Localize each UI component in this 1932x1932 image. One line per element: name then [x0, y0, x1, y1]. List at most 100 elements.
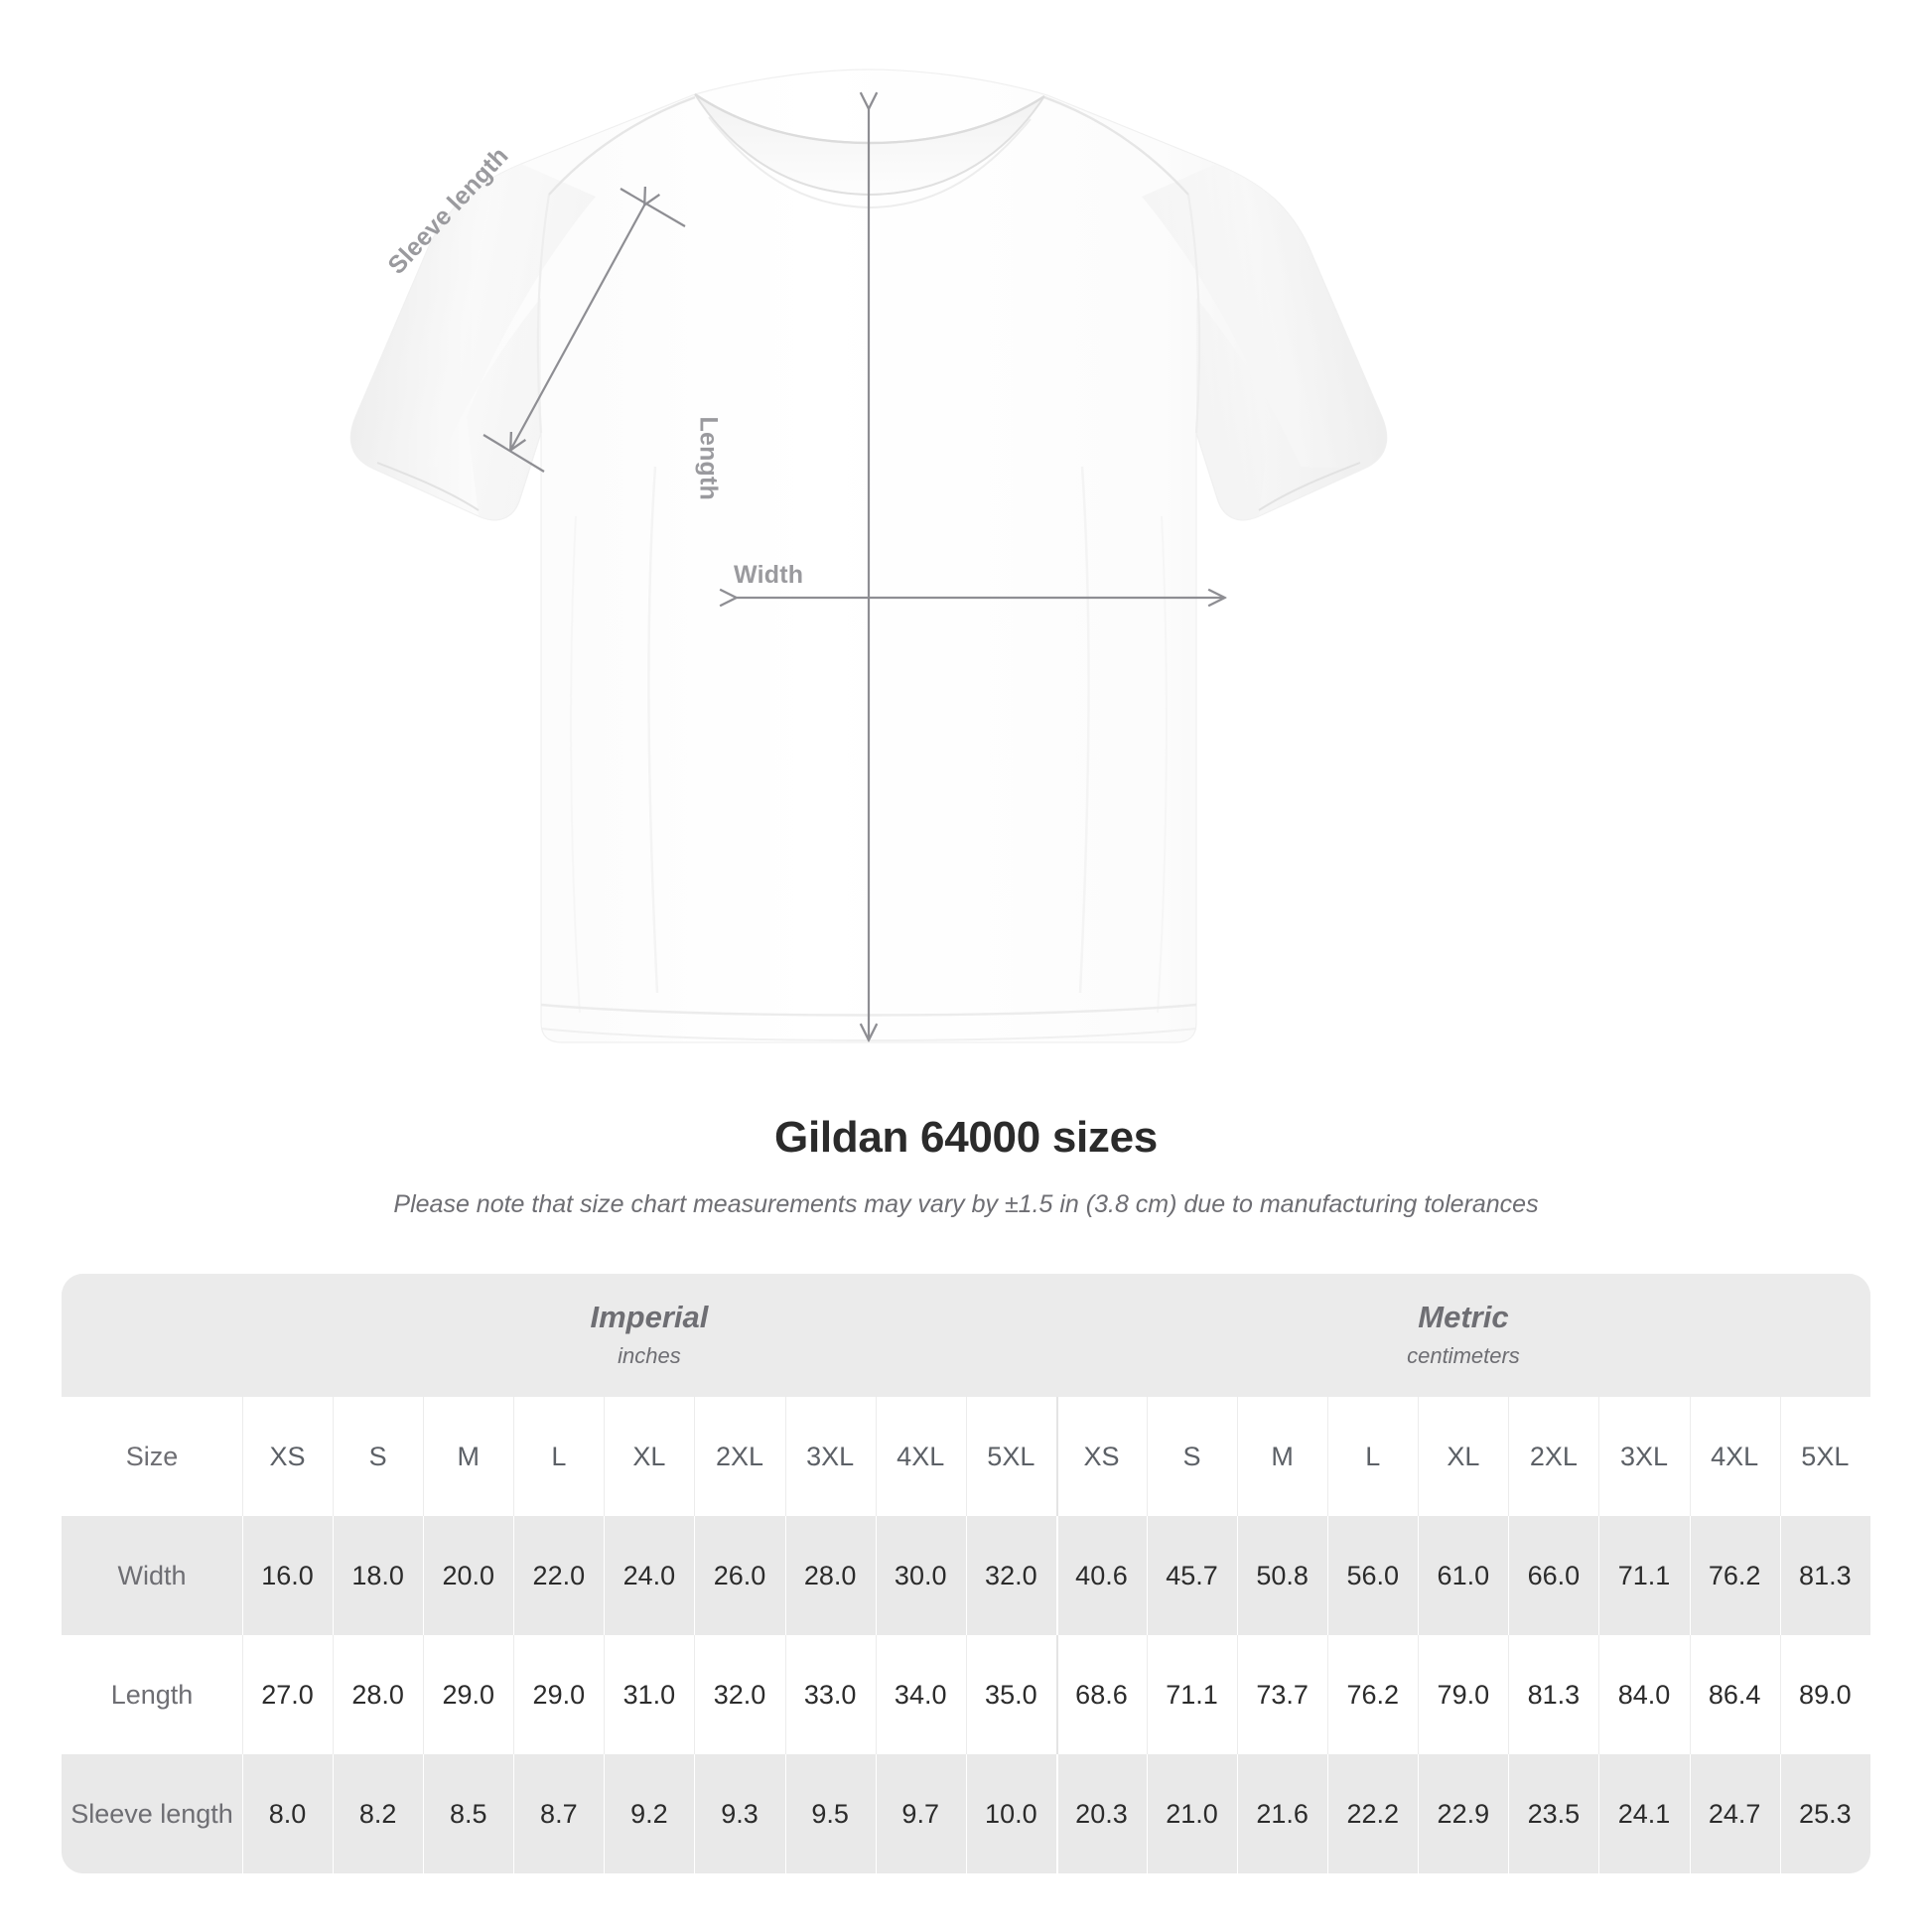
- cell-value: 84.0: [1598, 1635, 1690, 1754]
- table-row: Sleeve length 8.0 8.2 8.5 8.7 9.2 9.3 9.5 9.7 10.…: [62, 1754, 1870, 1873]
- cell-value: 73.7: [1237, 1635, 1328, 1754]
- unit-banner-metric: Metric centimeters: [1055, 1274, 1870, 1397]
- cell-value: 20.3: [1055, 1754, 1147, 1873]
- cell-value: 29.0: [423, 1635, 514, 1754]
- unit-system-name: Imperial: [590, 1299, 709, 1334]
- cell-value: 24.7: [1689, 1754, 1780, 1873]
- tshirt-illustration: [349, 69, 1388, 1043]
- cell-value: 24.1: [1598, 1754, 1690, 1873]
- cell-value: 28.0: [784, 1516, 876, 1635]
- cell-value: 79.0: [1418, 1635, 1509, 1754]
- cell-value: 9.7: [875, 1754, 966, 1873]
- table-row: Width 16.0 18.0 20.0 22.0 24.0 26.0 28.0 30.0 32.…: [62, 1516, 1870, 1635]
- cell-value: 9.2: [604, 1754, 695, 1873]
- cell-value: 20.0: [423, 1516, 514, 1635]
- width-label: Width: [734, 561, 804, 589]
- cell-value: 9.5: [784, 1754, 876, 1873]
- size-header-metric-xl: XL: [1418, 1397, 1509, 1516]
- sleeve-tick-bottom: [483, 434, 545, 473]
- length-label: Length: [694, 416, 723, 501]
- size-header-metric-xs: XS: [1055, 1397, 1147, 1516]
- row-label-width: Width: [62, 1516, 242, 1635]
- measurement-annotations: [483, 107, 1223, 1038]
- size-header-metric-l: L: [1327, 1397, 1419, 1516]
- cell-value: 71.1: [1147, 1635, 1238, 1754]
- cell-value: 26.0: [694, 1516, 785, 1635]
- row-label-sleeve-length: Sleeve length: [62, 1754, 242, 1873]
- cell-value: 40.6: [1055, 1516, 1147, 1635]
- sleeve-length-arrow: [511, 204, 645, 449]
- size-header-metric-m: M: [1237, 1397, 1328, 1516]
- tshirt-diagram: Sleeve length Length Width: [349, 69, 1388, 1043]
- page-title: Gildan 64000 sizes: [774, 1113, 1158, 1162]
- cell-value: 16.0: [242, 1516, 334, 1635]
- sleeve-tick-top: [620, 188, 686, 227]
- unit-banner-row: Imperial inches Metric centimeters: [62, 1274, 1870, 1397]
- cell-value: 76.2: [1327, 1635, 1419, 1754]
- cell-value: 68.6: [1055, 1635, 1147, 1754]
- size-header-metric-4xl: 4XL: [1689, 1397, 1780, 1516]
- cell-value: 50.8: [1237, 1516, 1328, 1635]
- cell-value: 23.5: [1508, 1754, 1599, 1873]
- size-header-metric-2xl: 2XL: [1508, 1397, 1599, 1516]
- row-label-length: Length: [62, 1635, 242, 1754]
- cell-value: 8.2: [333, 1754, 424, 1873]
- cell-value: 89.0: [1779, 1635, 1870, 1754]
- size-chart-table: Imperial inches Metric centimeters Size XS S M L…: [62, 1274, 1870, 1873]
- size-header-imperial-s: S: [333, 1397, 424, 1516]
- size-header-imperial-xs: XS: [242, 1397, 334, 1516]
- cell-value: 8.0: [242, 1754, 334, 1873]
- size-header-imperial-2xl: 2XL: [694, 1397, 785, 1516]
- cell-value: 21.0: [1147, 1754, 1238, 1873]
- cell-value: 35.0: [965, 1635, 1056, 1754]
- cell-value: 81.3: [1779, 1516, 1870, 1635]
- size-header-imperial-3xl: 3XL: [784, 1397, 876, 1516]
- cell-value: 28.0: [333, 1635, 424, 1754]
- cell-value: 24.0: [604, 1516, 695, 1635]
- cell-value: 8.7: [513, 1754, 605, 1873]
- unit-banner-imperial: Imperial inches: [242, 1274, 1056, 1397]
- cell-value: 9.3: [694, 1754, 785, 1873]
- cell-value: 8.5: [423, 1754, 514, 1873]
- cell-value: 32.0: [965, 1516, 1056, 1635]
- cell-value: 18.0: [333, 1516, 424, 1635]
- unit-system-sub: centimeters: [1407, 1343, 1520, 1369]
- cell-value: 10.0: [965, 1754, 1056, 1873]
- chart-heading-block: Gildan 64000 sizes Please note that size…: [0, 1112, 1932, 1220]
- size-chart-table-container: Imperial inches Metric centimeters Size XS S M L…: [62, 1274, 1870, 1873]
- table-row: Length 27.0 28.0 29.0 29.0 31.0 32.0 33.0 34.0 35…: [62, 1635, 1870, 1754]
- size-header-metric-3xl: 3XL: [1598, 1397, 1690, 1516]
- cell-value: 61.0: [1418, 1516, 1509, 1635]
- cell-value: 76.2: [1689, 1516, 1780, 1635]
- cell-value: 33.0: [784, 1635, 876, 1754]
- unit-system-sub: inches: [618, 1343, 681, 1369]
- cell-value: 22.9: [1418, 1754, 1509, 1873]
- size-header-imperial-5xl: 5XL: [965, 1397, 1056, 1516]
- cell-value: 71.1: [1598, 1516, 1690, 1635]
- unit-system-name: Metric: [1418, 1299, 1509, 1334]
- size-header-imperial-4xl: 4XL: [875, 1397, 966, 1516]
- cell-value: 22.2: [1327, 1754, 1419, 1873]
- cell-value: 45.7: [1147, 1516, 1238, 1635]
- size-header-imperial-m: M: [423, 1397, 514, 1516]
- cell-value: 21.6: [1237, 1754, 1328, 1873]
- cell-value: 34.0: [875, 1635, 966, 1754]
- cell-value: 29.0: [513, 1635, 605, 1754]
- size-header-label: Size: [62, 1397, 242, 1516]
- cell-value: 56.0: [1327, 1516, 1419, 1635]
- tolerance-note: Please note that size chart measurements…: [393, 1189, 1539, 1218]
- size-header-row: Size XS S M L XL 2XL 3XL 4XL 5XL XS S M L XL 2XL 3XL 4XL 5…: [62, 1397, 1870, 1516]
- size-header-metric-5xl: 5XL: [1779, 1397, 1870, 1516]
- cell-value: 66.0: [1508, 1516, 1599, 1635]
- size-header-metric-s: S: [1147, 1397, 1238, 1516]
- cell-value: 25.3: [1779, 1754, 1870, 1873]
- unit-banner-spacer: [62, 1274, 242, 1397]
- cell-value: 81.3: [1508, 1635, 1599, 1754]
- cell-value: 30.0: [875, 1516, 966, 1635]
- cell-value: 22.0: [513, 1516, 605, 1635]
- size-header-imperial-l: L: [513, 1397, 605, 1516]
- size-header-imperial-xl: XL: [604, 1397, 695, 1516]
- cell-value: 27.0: [242, 1635, 334, 1754]
- cell-value: 31.0: [604, 1635, 695, 1754]
- cell-value: 86.4: [1689, 1635, 1780, 1754]
